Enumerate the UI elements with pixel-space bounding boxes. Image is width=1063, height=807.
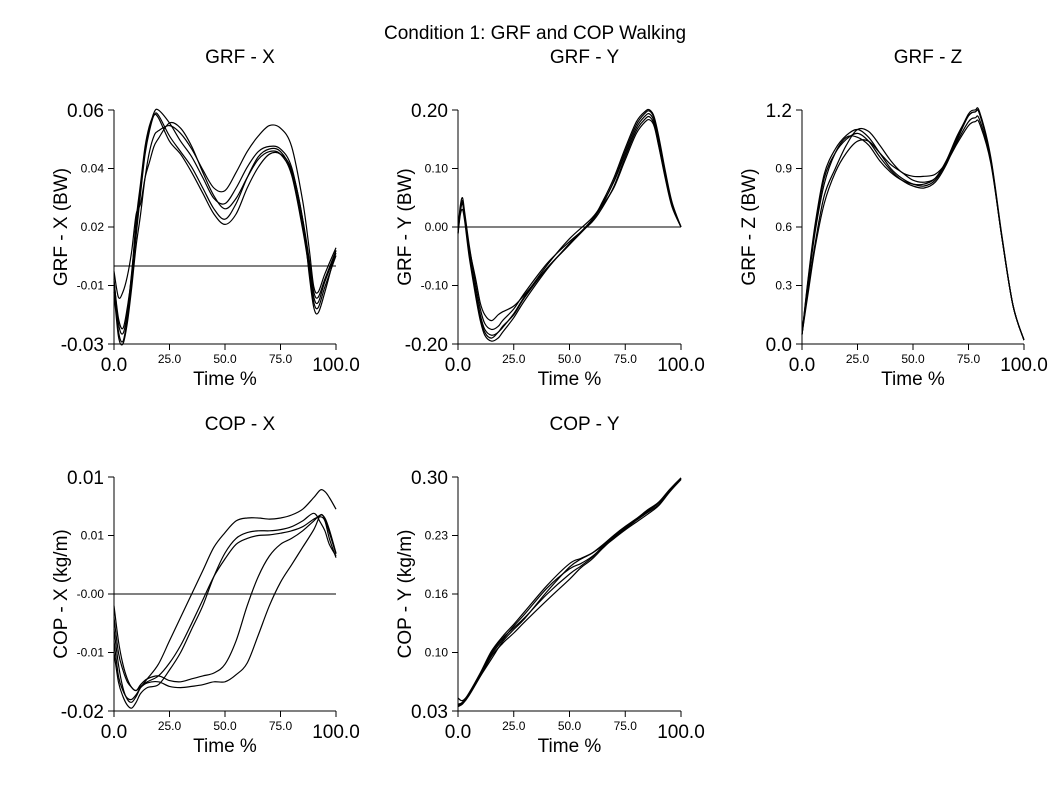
grf_z-ytick-label: 0.0 [766, 335, 792, 356]
cop_y-xtick-label: 0.0 [445, 722, 471, 743]
grf_z-xtick-label: 25.0 [846, 352, 870, 366]
grf_y-title: GRF - Y [550, 47, 620, 68]
grf_y-series-line-3 [457, 108, 682, 342]
grf_x-xtick-label: 50.0 [213, 352, 237, 366]
cop_x-xlabel: Time % [193, 736, 257, 757]
grf_y-series-line-4 [457, 118, 682, 322]
cop_y-ytick-label: 0.10 [425, 646, 449, 660]
grf_x-ytick-label: 0.04 [81, 162, 105, 176]
cop_x-ytick-label: 0.01 [67, 468, 104, 489]
cop_y-xtick-label: 50.0 [558, 719, 582, 733]
cop_x-xtick-label: 100.0 [312, 722, 360, 743]
grf_x-xtick-label: 25.0 [158, 352, 182, 366]
grf_z-ytick-label: 0.9 [775, 162, 792, 176]
cop_y-panel: COP - Y 0.03 0.10 0.16 0.23 0.30 0.0 25.0 50.0 75… [395, 414, 705, 757]
cop_y-ytick-label: 0.30 [411, 468, 448, 489]
grf_y-xtick-label: 25.0 [502, 352, 526, 366]
cop_y-ytick-label: 0.23 [425, 529, 449, 543]
cop_y-xtick-label: 100.0 [657, 722, 705, 743]
grf_y-series-line-1 [457, 110, 682, 336]
grf_z-series-line-2 [801, 107, 1025, 341]
grf_z-xlabel: Time % [881, 369, 945, 390]
cop_x-title: COP - X [205, 414, 276, 435]
grf_y-xtick-label: 100.0 [657, 355, 705, 376]
cop_y-title: COP - Y [549, 414, 619, 435]
grf_y-xtick-label: 50.0 [558, 352, 582, 366]
grf_y-panel: GRF - Y -0.20 -0.10 0.00 0.10 0.20 0.0 25.0 50.0… [395, 47, 705, 390]
cop_x-series-line-5 [113, 516, 337, 692]
grf_z-xtick-label: 50.0 [901, 352, 925, 366]
grf_y-xtick-label: 75.0 [614, 352, 638, 366]
grf_z-axes [801, 110, 1024, 345]
grf_x-title: GRF - X [205, 47, 275, 68]
grf_y-series-line-5 [457, 113, 682, 339]
grf_z-title: GRF - Z [894, 47, 963, 68]
grf_x-ytick-label: 0.06 [67, 101, 104, 122]
grf_z-series-line-5 [801, 115, 1025, 341]
grf_x-series-line-5 [113, 113, 337, 330]
cop_x-series-line-1 [113, 488, 337, 703]
grf_z-ylabel: GRF - Z (BW) [739, 168, 760, 285]
grf_z-ytick-label: 0.3 [775, 279, 792, 293]
grf_y-ytick-label: 0.10 [425, 162, 449, 176]
grf_z-panel: GRF - Z 0.0 0.3 0.6 0.9 1.2 0.0 25.0 50.0 75.0 100… [739, 47, 1048, 390]
grf_x-ytick-label: -0.03 [61, 335, 104, 356]
cop_x-xtick-label: 0.0 [101, 722, 127, 743]
grf_x-xtick-label: 100.0 [312, 355, 360, 376]
cop_x-ytick-label: -0.01 [77, 646, 105, 660]
grf_x-xlabel: Time % [193, 369, 257, 390]
cop_x-xtick-label: 75.0 [269, 719, 293, 733]
cop_x-panel: COP - X -0.02 -0.01 -0.00 0.01 0.01 0.0 25.0 50.… [51, 414, 360, 757]
grf_y-ytick-label: -0.10 [421, 279, 449, 293]
grf_x-panel: GRF - X -0.03 -0.01 0.02 0.04 0.06 0.0 25.0 50.0… [51, 47, 360, 390]
cop_y-xlabel: Time % [538, 736, 602, 757]
grf_z-series-line-3 [801, 119, 1025, 341]
grf_x-series-line-4 [113, 121, 337, 310]
cop_x-series-line-4 [113, 513, 337, 701]
cop_x-series-line-3 [113, 514, 337, 692]
grf_y-ylabel: GRF - Y (BW) [395, 168, 416, 286]
grf_z-series-line-1 [801, 109, 1025, 341]
cop_x-ytick-label: 0.01 [81, 529, 105, 543]
cop_y-series-line-2 [457, 477, 682, 705]
grf_x-xtick-label: 0.0 [101, 355, 127, 376]
figure-title: Condition 1: GRF and COP Walking [384, 23, 686, 44]
grf_z-xtick-label: 100.0 [1000, 355, 1048, 376]
grf_y-xtick-label: 0.0 [445, 355, 471, 376]
cop_y-ytick-label: 0.16 [425, 587, 449, 601]
grf_y-ytick-label: 0.00 [425, 220, 449, 234]
grf_z-xtick-label: 75.0 [957, 352, 981, 366]
grf_x-ytick-label: 0.02 [81, 220, 105, 234]
grf_x-ytick-label: -0.01 [77, 279, 105, 293]
cop_y-ytick-label: 0.03 [411, 702, 448, 723]
grf_y-ytick-label: -0.20 [405, 335, 448, 356]
grf_y-ytick-label: 0.20 [411, 101, 448, 122]
cop_x-ytick-label: -0.02 [61, 702, 104, 723]
grf_y-xlabel: Time % [538, 369, 602, 390]
grf_z-xtick-label: 0.0 [789, 355, 815, 376]
grf_x-series-line-3 [113, 124, 337, 346]
cop_y-series-line-5 [457, 478, 682, 706]
cop_x-ytick-label: -0.00 [77, 587, 105, 601]
cop_y-series-line-4 [457, 479, 682, 707]
cop_y-series-line-1 [457, 478, 682, 708]
grf_z-series-line-4 [801, 109, 1025, 341]
grf_x-xtick-label: 75.0 [269, 352, 293, 366]
cop_x-xtick-label: 50.0 [213, 719, 237, 733]
cop_y-xtick-label: 25.0 [502, 719, 526, 733]
grf_z-ytick-label: 1.2 [766, 101, 792, 122]
grf_y-series-line-2 [457, 115, 682, 331]
grf_z-ytick-label: 0.6 [775, 220, 792, 234]
cop_y-xtick-label: 75.0 [614, 719, 638, 733]
cop_x-xtick-label: 25.0 [158, 719, 182, 733]
cop_y-ylabel: COP - Y (kg/m) [395, 530, 416, 659]
cop_x-ylabel: COP - X (kg/m) [51, 529, 72, 659]
grf_x-ylabel: GRF - X (BW) [51, 168, 72, 286]
